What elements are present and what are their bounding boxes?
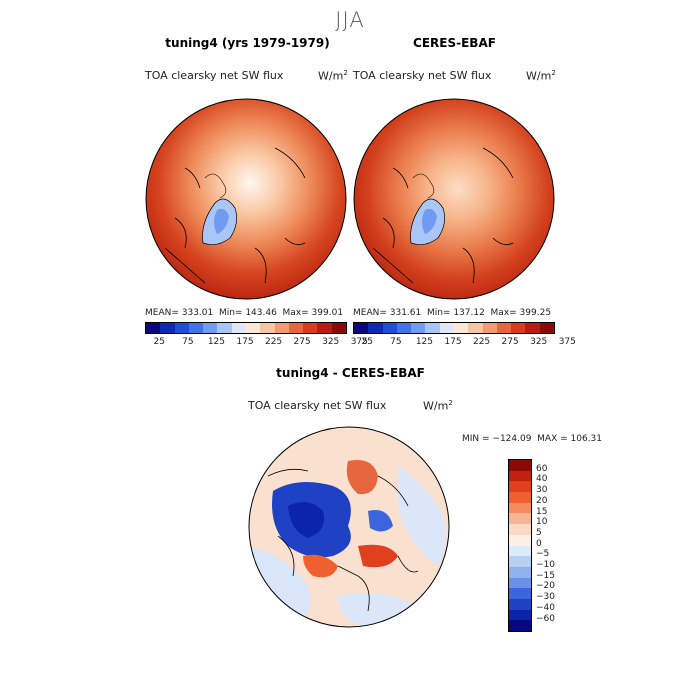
polar-map-diff: [248, 426, 450, 628]
panel-title-model: tuning4 (yrs 1979-1979): [165, 36, 330, 50]
colorbar-swatch: [509, 577, 531, 589]
colorbar-swatch: [509, 513, 531, 525]
panel-stats: MEAN= 331.61 Min= 137.12 Max= 399.25: [353, 308, 552, 318]
colorbar-tick-label: 175: [444, 337, 462, 347]
colorbar-swatch: [509, 598, 531, 610]
colorbar-swatch: [260, 323, 275, 333]
colorbar-swatch: [509, 609, 531, 621]
colorbar-swatch: [396, 323, 412, 333]
colorbar-tick-label: 225: [264, 337, 283, 347]
colorbar-swatch: [509, 460, 531, 471]
colorbar-swatch: [509, 620, 531, 631]
colorbar-tick-label: 5: [536, 527, 542, 538]
colorbar-swatch: [509, 556, 531, 567]
colorbar-swatch: [453, 323, 469, 333]
colorbar-swatch: [331, 323, 346, 333]
diff-stats: MIN = −124.09 MAX = 106.31: [462, 434, 603, 444]
colorbar-swatch: [509, 492, 531, 503]
polar-map-model: [145, 98, 347, 300]
colorbar-swatch: [509, 566, 531, 578]
colorbar-tick-label: −10: [536, 560, 555, 570]
colorbar-swatch: [188, 323, 204, 333]
colorbar-swatch: [303, 323, 318, 333]
colorbar-tick-label: 375: [350, 337, 368, 347]
colorbar-swatch: [174, 323, 189, 333]
colorbar-diff: [508, 459, 532, 632]
colorbar-swatch: [217, 323, 232, 333]
colorbar-swatch: [368, 323, 383, 333]
colorbar-swatch: [525, 323, 540, 333]
colorbar-tick-label: −40: [536, 602, 555, 613]
colorbar-tick-label: −20: [536, 581, 555, 592]
colorbar-swatch: [425, 323, 440, 333]
colorbar-tick-label: 25: [153, 337, 166, 347]
colorbar-swatch: [482, 323, 497, 333]
colorbar-swatch: [354, 323, 369, 333]
colorbar-swatch: [411, 323, 426, 333]
polar-map-obs: [353, 98, 555, 300]
colorbar-swatch: [509, 481, 531, 493]
colorbar-swatch: [511, 323, 526, 333]
colorbar-swatch: [509, 502, 531, 514]
colorbar-tick-label: 75: [182, 337, 194, 347]
diff-variable-label: TOA clearsky net SW flux: [248, 399, 387, 412]
colorbar-swatch: [317, 323, 332, 333]
colorbar-tick-label: 375: [558, 337, 576, 347]
diff-title: tuning4 - CERES-EBAF: [276, 366, 425, 380]
colorbar-swatch: [203, 323, 218, 333]
colorbar-tick-label: −60: [536, 613, 555, 624]
colorbar-swatch: [468, 323, 483, 333]
colorbar-tick-label: 275: [293, 337, 311, 347]
colorbar-swatch: [245, 323, 261, 333]
colorbar-swatch: [288, 323, 304, 333]
colorbar-swatch: [539, 323, 554, 333]
colorbar-swatch: [231, 323, 246, 333]
colorbar-tick-label: 275: [501, 337, 519, 347]
panel-variable-label: TOA clearsky net SW flux: [145, 69, 284, 82]
colorbar-swatch: [274, 323, 289, 333]
colorbar-tick-label: 10: [536, 517, 548, 528]
season-title: JJA: [335, 8, 365, 32]
colorbar-tick-label: 60: [536, 463, 548, 474]
colorbar-swatch: [509, 524, 531, 535]
colorbar-tick-label: 30: [536, 485, 548, 496]
colorbar-tick-label: −5: [536, 549, 550, 560]
colorbar-tick-label: 20: [536, 495, 548, 506]
colorbar-swatch: [439, 323, 454, 333]
panel-unit-label: W/m2: [318, 69, 348, 83]
colorbar-tick-label: 125: [415, 337, 434, 347]
colorbar-tick-label: −15: [536, 570, 555, 581]
colorbar-swatch: [160, 323, 175, 333]
panel-stats: MEAN= 333.01 Min= 143.46 Max= 399.01: [145, 308, 344, 318]
colorbar-swatch: [146, 323, 161, 333]
diff-unit-label: W/m2: [423, 399, 453, 413]
colorbar-tick-label: 125: [207, 337, 226, 347]
colorbar-swatch: [509, 545, 531, 557]
colorbar-tick-label: −30: [536, 592, 555, 603]
panel-unit-label: W/m2: [526, 69, 556, 83]
colorbar-tick-label: 325: [530, 337, 548, 347]
colorbar-tick-label: 175: [236, 337, 254, 347]
colorbar-tick-label: 75: [390, 337, 402, 347]
colorbar-swatch: [509, 470, 531, 482]
colorbar-swatch: [509, 588, 531, 599]
panel-variable-label: TOA clearsky net SW flux: [353, 69, 492, 82]
colorbar-swatch: [382, 323, 397, 333]
colorbar-tick-label: 325: [322, 337, 340, 347]
panel-title-obs: CERES-EBAF: [413, 36, 496, 50]
colorbar-tick-label: 15: [536, 506, 548, 517]
colorbar-tick-label: 0: [536, 538, 542, 549]
colorbar-swatch: [509, 534, 531, 546]
colorbar-obs: [353, 322, 555, 334]
colorbar-model: [145, 322, 347, 334]
colorbar-tick-label: 40: [536, 474, 548, 485]
colorbar-swatch: [496, 323, 512, 333]
colorbar-tick-label: 225: [472, 337, 491, 347]
colorbar-tick-label: 25: [361, 337, 374, 347]
